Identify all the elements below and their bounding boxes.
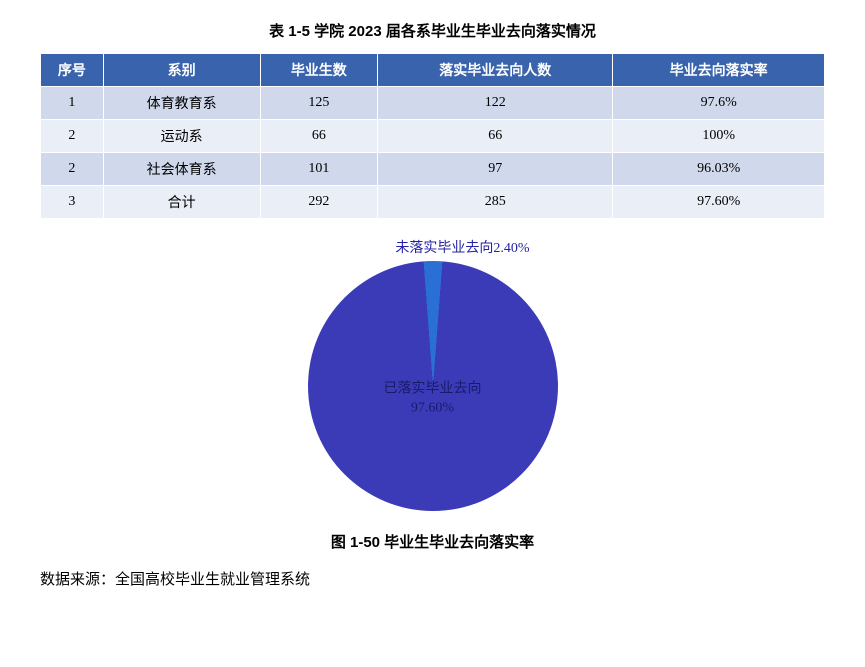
pie-small-slice-label: 未落实毕业去向2.40% <box>100 237 825 257</box>
col-header-dept: 系别 <box>103 54 260 87</box>
table-row: 3 合计 292 285 97.60% <box>41 186 825 219</box>
cell-grad: 101 <box>260 153 378 186</box>
cell-grad: 125 <box>260 87 378 120</box>
dept-table: 序号 系别 毕业生数 落实毕业去向人数 毕业去向落实率 1 体育教育系 125 … <box>40 53 825 219</box>
col-header-grad: 毕业生数 <box>260 54 378 87</box>
pie-big-slice-line1: 已落实毕业去向 <box>384 381 482 396</box>
cell-placed: 285 <box>378 186 613 219</box>
data-source: 数据来源：全国高校毕业生就业管理系统 <box>40 568 825 589</box>
cell-grad: 292 <box>260 186 378 219</box>
table-title: 表 1-5 学院 2023 届各系毕业生毕业去向落实情况 <box>40 20 825 41</box>
cell-placed: 122 <box>378 87 613 120</box>
cell-grad: 66 <box>260 120 378 153</box>
pie-big-slice-line2: 97.60% <box>411 401 454 416</box>
col-header-rate: 毕业去向落实率 <box>613 54 825 87</box>
cell-dept: 社会体育系 <box>103 153 260 186</box>
cell-placed: 97 <box>378 153 613 186</box>
table-row: 1 体育教育系 125 122 97.6% <box>41 87 825 120</box>
cell-dept: 体育教育系 <box>103 87 260 120</box>
cell-seq: 3 <box>41 186 104 219</box>
table-header-row: 序号 系别 毕业生数 落实毕业去向人数 毕业去向落实率 <box>41 54 825 87</box>
cell-rate: 97.6% <box>613 87 825 120</box>
pie-chart: 已落实毕业去向 97.60% <box>308 261 558 511</box>
col-header-placed: 落实毕业去向人数 <box>378 54 613 87</box>
cell-seq: 1 <box>41 87 104 120</box>
cell-rate: 96.03% <box>613 153 825 186</box>
cell-rate: 100% <box>613 120 825 153</box>
cell-dept: 运动系 <box>103 120 260 153</box>
pie-chart-container: 未落实毕业去向2.40% 已落实毕业去向 97.60% <box>40 237 825 511</box>
cell-placed: 66 <box>378 120 613 153</box>
cell-dept: 合计 <box>103 186 260 219</box>
table-row: 2 社会体育系 101 97 96.03% <box>41 153 825 186</box>
figure-title: 图 1-50 毕业生毕业去向落实率 <box>40 531 825 552</box>
cell-rate: 97.60% <box>613 186 825 219</box>
col-header-seq: 序号 <box>41 54 104 87</box>
cell-seq: 2 <box>41 120 104 153</box>
cell-seq: 2 <box>41 153 104 186</box>
pie-big-slice-label: 已落实毕业去向 97.60% <box>384 379 482 418</box>
table-row: 2 运动系 66 66 100% <box>41 120 825 153</box>
